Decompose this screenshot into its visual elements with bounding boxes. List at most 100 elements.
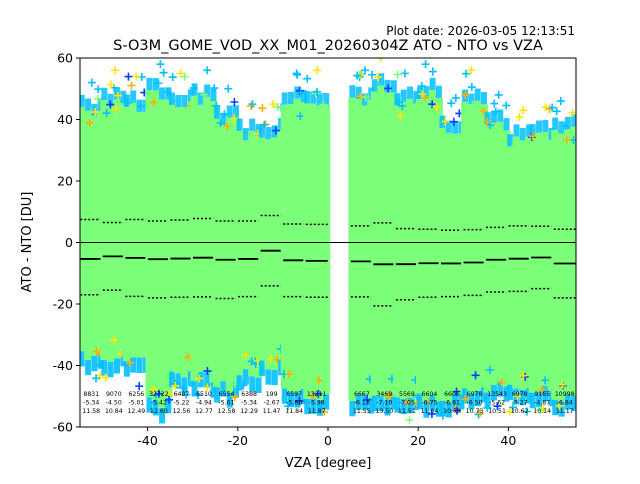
bin-52p5-outlier-5 — [561, 122, 570, 131]
chart-title: S-O3M_GOME_VOD_XX_M01_20260304Z ATO - NT… — [113, 38, 543, 54]
bin-m32p5-max-marker — [176, 69, 185, 78]
bin-22p5-outlier-3 — [418, 90, 427, 99]
bin-m27p5-tail-low-2 — [204, 372, 211, 388]
bin-m7p5-tail-high-3 — [300, 90, 307, 103]
bin-47p5-tail-low-1 — [536, 391, 543, 408]
bin-52p5-outlier-2 — [555, 401, 564, 410]
bin-m42p5-outlier-2 — [137, 102, 146, 111]
bin-42p5-tail-high-0 — [507, 134, 514, 147]
bin-42p5-outlier-8 — [519, 371, 528, 380]
bin-22p5-tail-high-3 — [435, 85, 442, 98]
bin-m27p5-tail-high-2 — [204, 84, 211, 97]
bin-32p5-outlier-0 — [474, 410, 483, 419]
bin-m37p5-mean-label: -5.42 — [151, 400, 167, 407]
bin-m47p5-count-label: 9070 — [106, 391, 122, 398]
bin-17p5-tail-low-1 — [400, 398, 407, 415]
bin-m2p5-points-3 — [322, 105, 331, 395]
bin-47p5-tail-high-0 — [529, 124, 536, 137]
bin-37p5-outlier-8 — [493, 402, 502, 411]
plot-area: 8831-5.3411.589070-4.5010.846256-5.0112.… — [80, 58, 576, 425]
bin-17p5-std-label: 11.51 — [398, 408, 416, 415]
bin-m37p5-outlier-8 — [154, 79, 163, 88]
bin-m32p5-mean-label: -5.22 — [173, 400, 189, 407]
bin-17p5-tail-high-3 — [413, 90, 420, 104]
bin-m37p5-outlier-7 — [154, 389, 163, 398]
bin-42p5-outlier-1 — [522, 407, 531, 416]
bin-47p5-points-2 — [541, 132, 550, 387]
bin-52p5-tail-high-3 — [571, 114, 576, 127]
bin-m52p5-tail-high-2 — [91, 103, 98, 117]
bin-52p5-outlier-1 — [562, 135, 571, 144]
bin-m37p5-outlier-2 — [149, 98, 158, 107]
bin-m52p5-outlier-1 — [93, 94, 102, 103]
bin-m37p5-tail-low-0 — [146, 397, 153, 413]
bin-17p5-outlier-8 — [396, 111, 405, 120]
bin-12p5-tail-high-3 — [390, 80, 397, 93]
bin-7p5-outlier-8 — [368, 70, 377, 79]
bin-m37p5-tail-high-0 — [146, 77, 153, 91]
bin-42p5-tail-low-0 — [507, 384, 514, 401]
bin-37p5-tail-low-1 — [490, 385, 497, 401]
bin-m32p5-tail-high-3 — [187, 89, 194, 102]
bin-m7p5-tail-low-1 — [288, 391, 295, 408]
bin-17p5-tail-low-2 — [407, 397, 414, 414]
bin-52p5-max-marker — [556, 97, 565, 106]
bin-47p5-count-label: 9165 — [534, 391, 550, 398]
bin-m2p5-std-label: 11.87 — [308, 408, 326, 415]
bin-m47p5-points-0 — [100, 100, 109, 361]
bin-32p5-outlier-7 — [468, 100, 477, 109]
bin-m32p5-outlier-6 — [179, 383, 188, 392]
bin-m12p5-std-label: 11.47 — [263, 408, 281, 415]
bin-m22p5-outlier-3 — [223, 122, 232, 131]
bin-7p5-tail-high-1 — [355, 86, 362, 100]
bin-32p5-tail-low-2 — [474, 390, 481, 407]
bin-m17p5-tail-high-3 — [255, 124, 262, 137]
bin-m42p5-std-label: 12.49 — [128, 408, 146, 415]
bin-17p5-mean-label: -7.05 — [399, 400, 415, 407]
bin-m32p5-std-label: 12.56 — [173, 408, 191, 415]
bin-32p5-tail-low-3 — [481, 387, 488, 403]
bin-27p5-count-label: 6605 — [444, 391, 460, 398]
bin-m2p5-tail-high-0 — [304, 91, 311, 104]
bin-m12p5-mean-label: -2.67 — [264, 400, 280, 407]
y-tick-label: -20 — [53, 297, 73, 312]
bin-12p5-tail-high-1 — [378, 73, 385, 86]
bin-22p5-std-label: 11.04 — [421, 408, 439, 415]
bin-32p5-max-marker — [467, 66, 476, 75]
bin-12p5-points-0 — [370, 91, 379, 396]
bin-m17p5-tail-low-0 — [236, 375, 243, 391]
bin-m2p5-outlier-8 — [308, 392, 317, 401]
bin-52p5-outlier-8 — [569, 388, 576, 397]
bin-47p5-mean-label: -4.87 — [534, 400, 550, 407]
bin-m17p5-outlier-3 — [247, 102, 256, 111]
bin-m17p5-tail-high-1 — [242, 128, 249, 141]
bin-m27p5-tail-low-0 — [191, 381, 198, 397]
bin-52p5-tail-low-1 — [558, 401, 565, 417]
bin-m7p5-outlier-3 — [296, 112, 305, 121]
bin-32p5-std-label: 10.73 — [466, 408, 484, 415]
bin-42p5-outlier-3 — [513, 392, 522, 401]
y-tick-label: 20 — [57, 174, 73, 189]
bin-m42p5-tail-low-2 — [136, 357, 143, 373]
bin-m12p5-tail-low-0 — [259, 360, 266, 376]
bin-m52p5-tail-high-1 — [85, 98, 92, 111]
bin-22p5-points-0 — [415, 99, 424, 394]
bin-m17p5-max-marker — [248, 100, 257, 109]
bin-m2p5-points-1 — [309, 103, 318, 399]
bin-37p5-outlier-5 — [502, 101, 511, 110]
bin-12p5-std-label: 13.50 — [376, 408, 394, 415]
bin-m32p5-outlier-7 — [171, 381, 180, 390]
bin-22p5-tail-high-2 — [429, 77, 436, 91]
bin-m52p5-mean-label: -5.34 — [83, 400, 99, 407]
bin-m2p5-tail-high-2 — [316, 93, 323, 106]
bin-47p5-points-0 — [528, 136, 537, 393]
bin-m42p5-outlier-8 — [123, 352, 132, 361]
bin-12p5-mean-label: -7.10 — [376, 400, 392, 407]
bin-12p5-outlier-6 — [385, 392, 394, 401]
bin-m37p5-tail-low-3 — [165, 397, 172, 414]
bin-m27p5-points-0 — [190, 95, 199, 382]
bin-22p5-tail-low-3 — [435, 401, 442, 417]
bin-42p5-points-0 — [506, 146, 515, 385]
bin-m27p5-count-label: 6510 — [196, 391, 212, 398]
bin-12p5-outlier-2 — [384, 84, 393, 93]
